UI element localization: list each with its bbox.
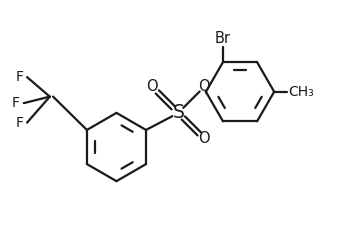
Text: F: F bbox=[15, 70, 23, 84]
Text: O: O bbox=[146, 79, 158, 94]
Text: O: O bbox=[198, 79, 210, 94]
Text: CH₃: CH₃ bbox=[288, 85, 314, 99]
Text: F: F bbox=[15, 116, 23, 130]
Text: O: O bbox=[198, 131, 210, 146]
Text: Br: Br bbox=[215, 31, 231, 46]
Text: F: F bbox=[12, 96, 20, 110]
Text: S: S bbox=[172, 103, 184, 122]
